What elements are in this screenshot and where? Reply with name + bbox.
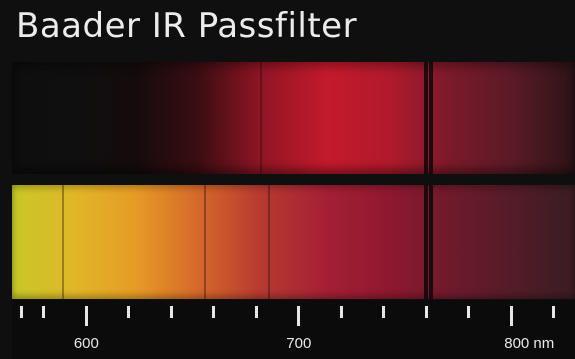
absorption-line	[424, 185, 429, 299]
minor-tick	[254, 306, 258, 318]
minor-tick	[382, 306, 386, 318]
minor-tick	[169, 306, 173, 318]
minor-tick	[20, 306, 23, 318]
absorption-line	[424, 62, 429, 174]
filtered-spectrum-band	[12, 62, 575, 174]
minor-tick	[424, 306, 428, 318]
absorption-line	[428, 62, 433, 174]
minor-tick	[339, 306, 343, 318]
minor-tick	[212, 306, 216, 318]
major-tick	[509, 306, 513, 326]
absorption-line	[61, 185, 64, 299]
filtered-absorption-lines	[12, 62, 575, 174]
absorption-line	[259, 62, 262, 174]
major-tick	[84, 306, 88, 326]
major-tick	[297, 306, 301, 326]
figure-title: Baader IR Passfilter	[16, 6, 358, 46]
unfiltered-absorption-lines	[12, 185, 575, 299]
minor-tick	[552, 306, 556, 318]
unfiltered-spectrum-band	[12, 185, 575, 299]
absorption-line	[204, 185, 207, 299]
minor-tick	[42, 306, 46, 318]
minor-tick	[467, 306, 471, 318]
wavelength-label: 600	[73, 335, 99, 352]
wavelength-scale: 600 700 800 nm	[12, 300, 575, 359]
wavelength-label: 700	[286, 335, 312, 352]
minor-tick	[127, 306, 131, 318]
wavelength-label: 800 nm	[504, 335, 555, 352]
absorption-line	[268, 185, 271, 299]
absorption-line	[428, 185, 433, 299]
